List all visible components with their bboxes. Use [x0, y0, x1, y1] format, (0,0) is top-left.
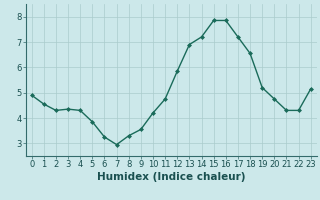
X-axis label: Humidex (Indice chaleur): Humidex (Indice chaleur): [97, 172, 245, 182]
